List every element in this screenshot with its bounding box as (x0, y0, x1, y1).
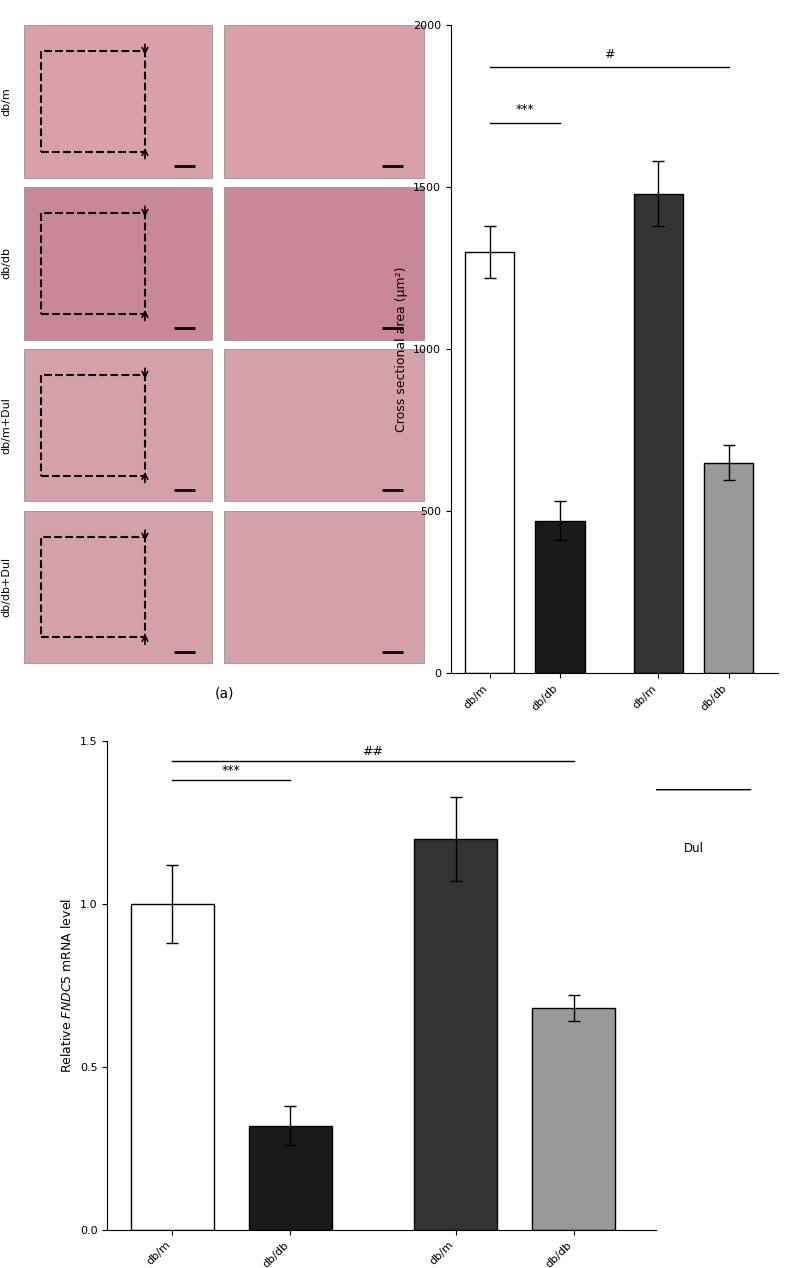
Text: ##: ## (362, 744, 384, 757)
Bar (24, 511, 212, 663)
Text: db/m+Dul: db/m+Dul (2, 397, 12, 454)
Bar (40, 51, 145, 152)
Bar (224, 511, 424, 663)
Bar (40, 538, 145, 638)
Bar (24, 188, 212, 340)
Text: db/db: db/db (2, 247, 12, 279)
Bar (704, 463, 754, 673)
Y-axis label: Relative $\it{FNDC5}$ mRNA level: Relative $\it{FNDC5}$ mRNA level (60, 898, 75, 1073)
Text: db/db+Dul: db/db+Dul (2, 557, 12, 618)
Bar (535, 521, 584, 673)
Bar (131, 904, 214, 1230)
Bar (24, 25, 212, 178)
Text: #: # (604, 48, 615, 61)
Bar (24, 349, 212, 501)
Bar (532, 1008, 615, 1230)
Bar (634, 194, 683, 673)
Text: ***: *** (515, 103, 534, 117)
Bar (224, 188, 424, 340)
Bar (224, 25, 424, 178)
Text: ***: *** (222, 765, 241, 777)
Text: (a): (a) (214, 686, 234, 700)
Bar (40, 375, 145, 476)
Bar (414, 839, 497, 1230)
Text: Dul: Dul (684, 842, 703, 855)
Bar (40, 213, 145, 313)
Text: (b): (b) (605, 867, 624, 881)
Bar (465, 252, 515, 673)
Y-axis label: Cross sectional area (μm²): Cross sectional area (μm²) (395, 266, 407, 432)
Bar (249, 1126, 332, 1230)
Bar (224, 349, 424, 501)
Text: db/m: db/m (2, 87, 12, 115)
